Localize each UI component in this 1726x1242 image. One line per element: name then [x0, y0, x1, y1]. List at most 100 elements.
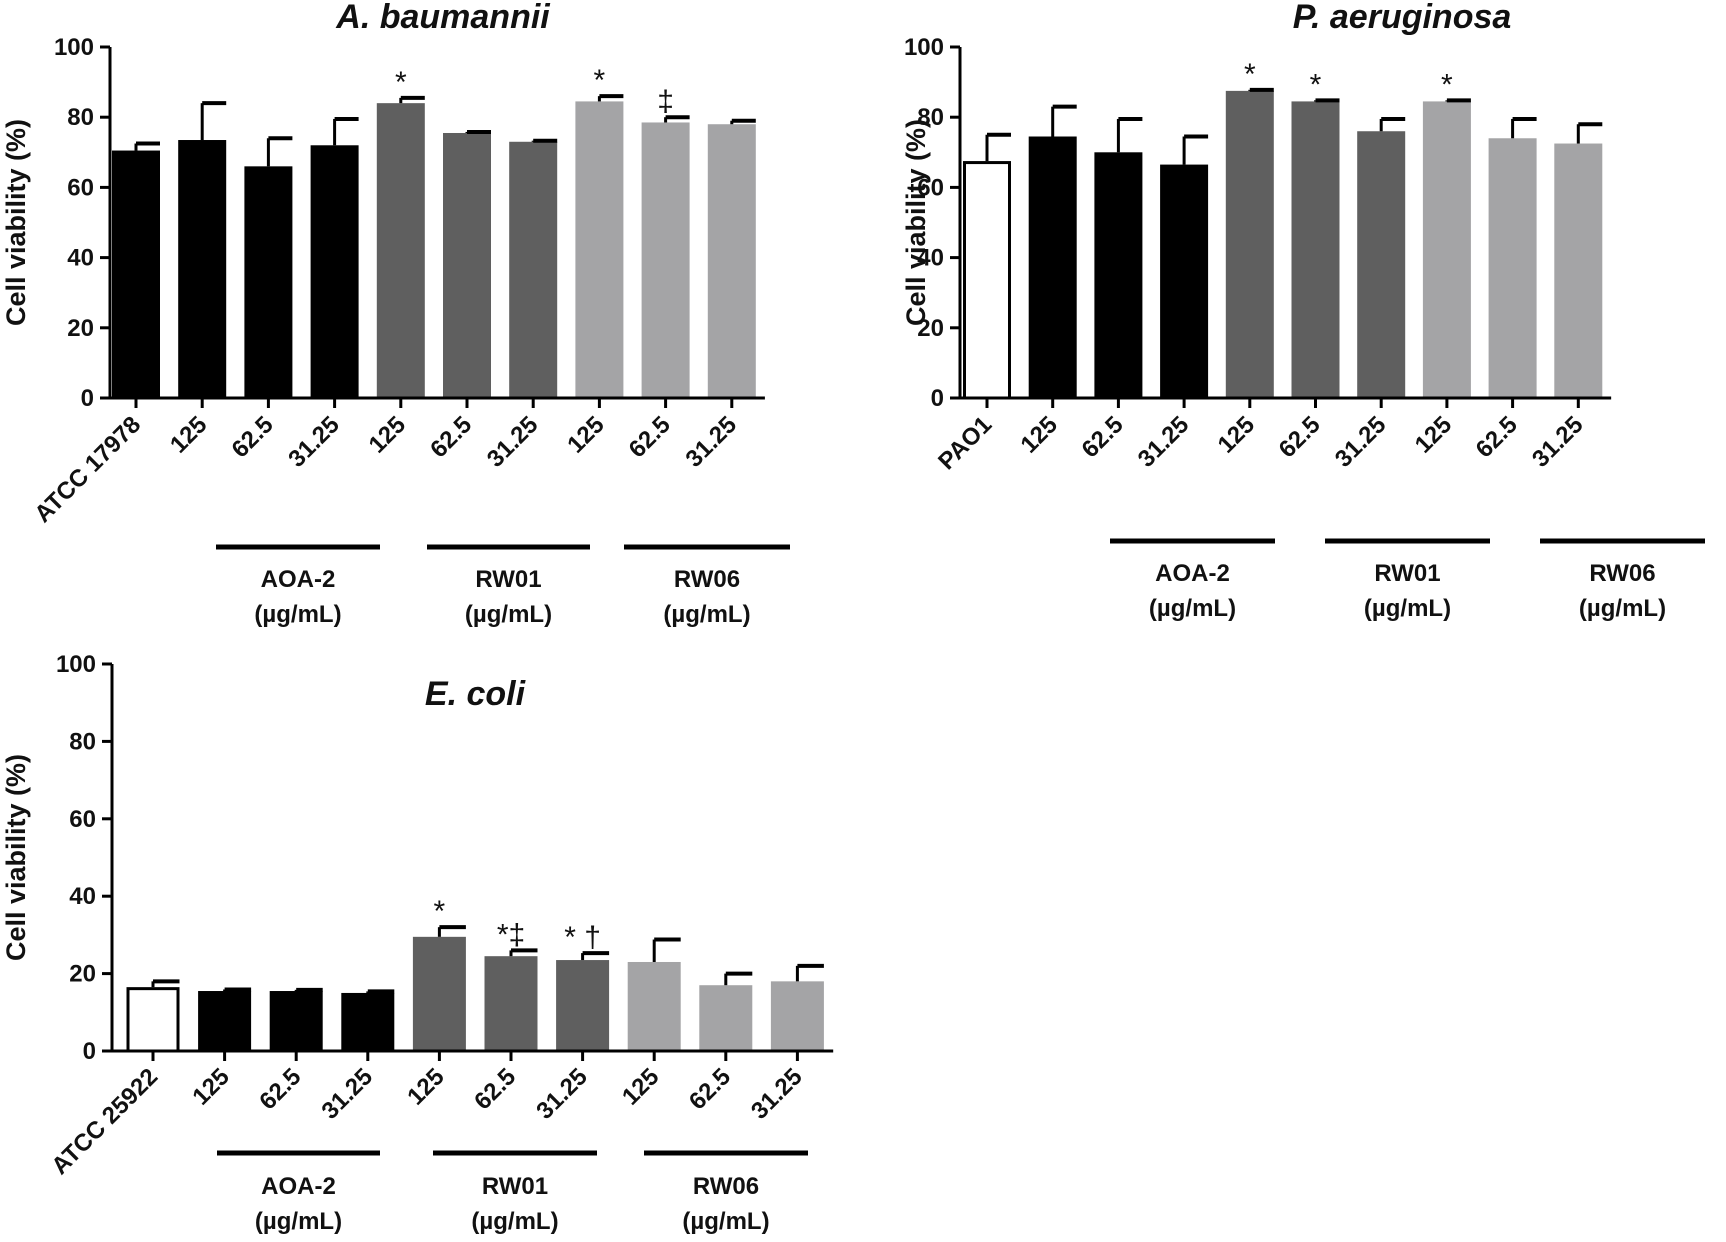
group-label: RW06 [674, 566, 740, 593]
x-tick-label: 31.25 [283, 411, 345, 473]
y-axis-label: Cell viability (%) [1, 754, 31, 961]
group-unit-label: (µg/mL) [471, 1208, 558, 1235]
x-tick-label: 31.25 [482, 411, 544, 473]
x-tick-label: 31.25 [1133, 411, 1195, 473]
y-tick-label: 20 [67, 315, 94, 342]
x-tick-label: 62.5 [254, 1063, 306, 1115]
x-tick-label: 62.5 [1274, 411, 1326, 463]
x-tick-label: 125 [1016, 411, 1063, 458]
bar [1225, 90, 1274, 398]
bar [376, 103, 425, 398]
bar [112, 150, 160, 398]
x-tick-label: 125 [617, 1063, 664, 1110]
y-tick-label: 0 [931, 385, 944, 412]
chart-title: A. baumannii [335, 0, 551, 36]
chart-panel-2: E. coli Cell viability (%) 0 20 40 60 80 100 ATC… [1, 651, 834, 1235]
bar [484, 956, 538, 1051]
y-tick-label: 60 [69, 806, 96, 833]
x-tick-label: 62.5 [1077, 411, 1129, 463]
bar [1028, 136, 1077, 398]
y-axis-label: Cell viability (%) [1, 119, 31, 326]
group-unit-label: (µg/mL) [682, 1208, 769, 1235]
bar [699, 985, 753, 1051]
bar [1554, 143, 1603, 398]
y-tick-label: 60 [67, 174, 94, 201]
bar [556, 960, 610, 1051]
y-tick-label: 40 [69, 883, 96, 910]
group-unit-label: (µg/mL) [1364, 595, 1451, 622]
x-tick-label: 62.5 [684, 1063, 736, 1115]
bar [310, 145, 359, 398]
group-unit-label: (µg/mL) [465, 601, 552, 628]
y-tick-label: 100 [56, 651, 96, 678]
x-tick-label: 62.5 [227, 411, 279, 463]
bar [1160, 164, 1209, 398]
x-tick-label: ATCC 17978 [29, 411, 146, 528]
bar [1422, 101, 1471, 398]
bar [770, 981, 824, 1051]
y-tick-label: 20 [69, 961, 96, 988]
group-label: RW01 [1374, 560, 1440, 587]
significance-marker: * [1441, 68, 1453, 101]
group-unit-label: (µg/mL) [663, 601, 750, 628]
group-label: RW01 [482, 1173, 548, 1200]
x-tick-label: 31.25 [680, 411, 742, 473]
y-tick-label: 0 [81, 385, 94, 412]
bar [1291, 101, 1340, 398]
x-tick-label: 31.25 [1527, 411, 1589, 473]
x-tick-label: 31.25 [316, 1063, 378, 1125]
x-tick-label: 62.5 [1471, 411, 1523, 463]
bar [412, 936, 466, 1051]
bar [341, 992, 395, 1051]
bar [1488, 138, 1537, 398]
y-tick-label: 80 [917, 104, 944, 131]
bar [641, 122, 690, 398]
significance-marker: * [1310, 68, 1322, 101]
y-tick-label: 0 [83, 1038, 96, 1065]
bar [1357, 131, 1406, 399]
group-unit-label: (µg/mL) [254, 601, 341, 628]
significance-marker: * [1244, 58, 1256, 91]
x-tick-label: 125 [1213, 411, 1260, 458]
bar [963, 161, 1011, 400]
y-axis-label: Cell viability (%) [901, 119, 931, 326]
bar [707, 124, 756, 398]
y-tick-label: 20 [917, 315, 944, 342]
x-tick-label: 62.5 [469, 1063, 521, 1115]
bar [126, 987, 180, 1053]
bar [269, 991, 323, 1051]
group-label: RW06 [1589, 560, 1655, 587]
group-label: AOA-2 [261, 1173, 336, 1200]
significance-marker: * [395, 66, 407, 99]
group-unit-label: (µg/mL) [1579, 595, 1666, 622]
y-tick-label: 80 [67, 104, 94, 131]
y-tick-label: 40 [67, 245, 94, 272]
y-tick-label: 100 [904, 34, 944, 61]
group-label: AOA-2 [1155, 560, 1230, 587]
bar [198, 991, 252, 1051]
chart-title: P. aeruginosa [1293, 0, 1512, 36]
significance-marker: * [434, 895, 446, 928]
x-tick-label: ATCC 25922 [46, 1063, 163, 1180]
x-tick-label: 31.25 [746, 1063, 808, 1125]
significance-marker: * † [564, 921, 601, 954]
x-tick-label: 125 [562, 411, 609, 458]
group-label: AOA-2 [261, 566, 336, 593]
y-tick-label: 80 [69, 728, 96, 755]
bar [178, 140, 227, 398]
group-label: RW06 [693, 1173, 759, 1200]
bar [1094, 152, 1143, 398]
chart-panel-1: P. aeruginosa Cell viability (%) 0 20 40 60 80… [901, 0, 1705, 622]
group-unit-label: (µg/mL) [255, 1208, 342, 1235]
x-tick-label: 125 [402, 1063, 449, 1110]
significance-marker: * [594, 64, 606, 97]
x-tick-label: 62.5 [624, 411, 676, 463]
bar [575, 101, 624, 398]
group-label: RW01 [475, 566, 541, 593]
significance-marker: *‡ [497, 918, 525, 951]
y-tick-label: 40 [917, 245, 944, 272]
significance-marker: ‡ [657, 85, 674, 118]
x-tick-label: 125 [187, 1063, 234, 1110]
